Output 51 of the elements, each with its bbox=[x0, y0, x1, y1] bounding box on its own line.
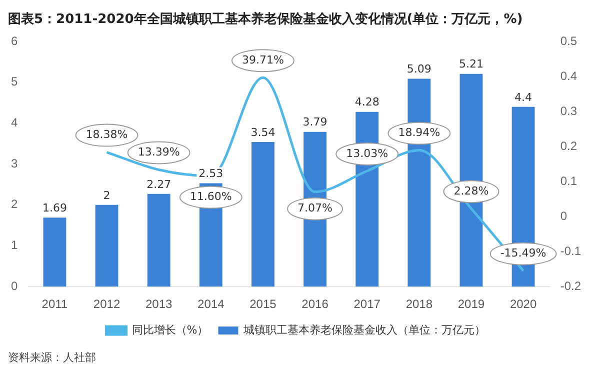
y2-tick-label: 0.4 bbox=[560, 68, 578, 83]
data-label: -15.49% bbox=[500, 246, 546, 260]
data-label: 18.38% bbox=[86, 128, 128, 142]
y2-tick-label: -0.2 bbox=[560, 278, 582, 293]
data-label: 7.07% bbox=[298, 202, 333, 215]
data-label: 4.4 bbox=[514, 90, 532, 104]
text: 资料来源：人社部 bbox=[8, 350, 97, 365]
y-tick-label: 0 bbox=[10, 278, 18, 293]
bar bbox=[95, 204, 118, 287]
x-tick-label: 2013 bbox=[145, 297, 173, 312]
x-tick-label: 2019 bbox=[458, 297, 485, 312]
x-tick-label: 2020 bbox=[510, 297, 537, 312]
y-tick-label: 1 bbox=[10, 238, 18, 252]
y2-tick-label: 0.1 bbox=[560, 174, 578, 188]
y-tick-label: 3 bbox=[10, 156, 18, 170]
y2-tick-label: 0.3 bbox=[560, 104, 578, 118]
x-tick-label: 2015 bbox=[250, 297, 277, 312]
y2-tick-label: 0.5 bbox=[560, 34, 578, 48]
x-tick-label: 2018 bbox=[406, 297, 433, 312]
bar bbox=[43, 218, 66, 287]
data-label: 5.09 bbox=[406, 62, 432, 76]
data-label: 13.39% bbox=[138, 146, 180, 159]
data-label: 2.27 bbox=[146, 178, 172, 191]
data-label: 13.03% bbox=[346, 146, 388, 160]
data-label: 5.21 bbox=[458, 58, 484, 71]
y-tick-label: 5 bbox=[10, 74, 18, 89]
legend-label: 城镇职工基本养老保险基金收入（单位：万亿元） bbox=[242, 323, 486, 336]
y-tick-label: 6 bbox=[10, 34, 18, 48]
bar bbox=[147, 194, 170, 287]
bar bbox=[252, 142, 274, 287]
y2-tick-label: 0.2 bbox=[560, 138, 578, 153]
x-tick-label: 2017 bbox=[354, 297, 381, 312]
data-label: 11.60% bbox=[190, 190, 232, 204]
data-label: 1.69 bbox=[42, 201, 67, 214]
data-label: 18.94% bbox=[398, 126, 440, 140]
y2-tick-label: -0.1 bbox=[560, 244, 582, 258]
data-label: 2 bbox=[103, 188, 110, 202]
chart-title: 图表5：2011-2020年全国城镇职工基本养老保险基金收入变化情况(单位：万亿元，%) bbox=[8, 11, 523, 28]
data-label: 3.79 bbox=[302, 116, 328, 129]
x-tick-label: 2012 bbox=[93, 297, 120, 312]
x-tick-label: 2016 bbox=[302, 297, 329, 312]
y-tick-label: 4 bbox=[10, 116, 18, 130]
data-label: 4.28 bbox=[354, 96, 380, 109]
y2-tick-label: 0 bbox=[560, 208, 568, 223]
x-tick-label: 2011 bbox=[42, 297, 68, 312]
y-tick-label: 2 bbox=[10, 197, 18, 212]
x-tick-label: 2014 bbox=[198, 297, 225, 312]
legend-label: 同比增长（%） bbox=[132, 323, 208, 336]
data-label: 3.54 bbox=[250, 126, 276, 139]
data-label: 2.28% bbox=[454, 184, 489, 198]
data-label: 39.71% bbox=[242, 53, 284, 66]
